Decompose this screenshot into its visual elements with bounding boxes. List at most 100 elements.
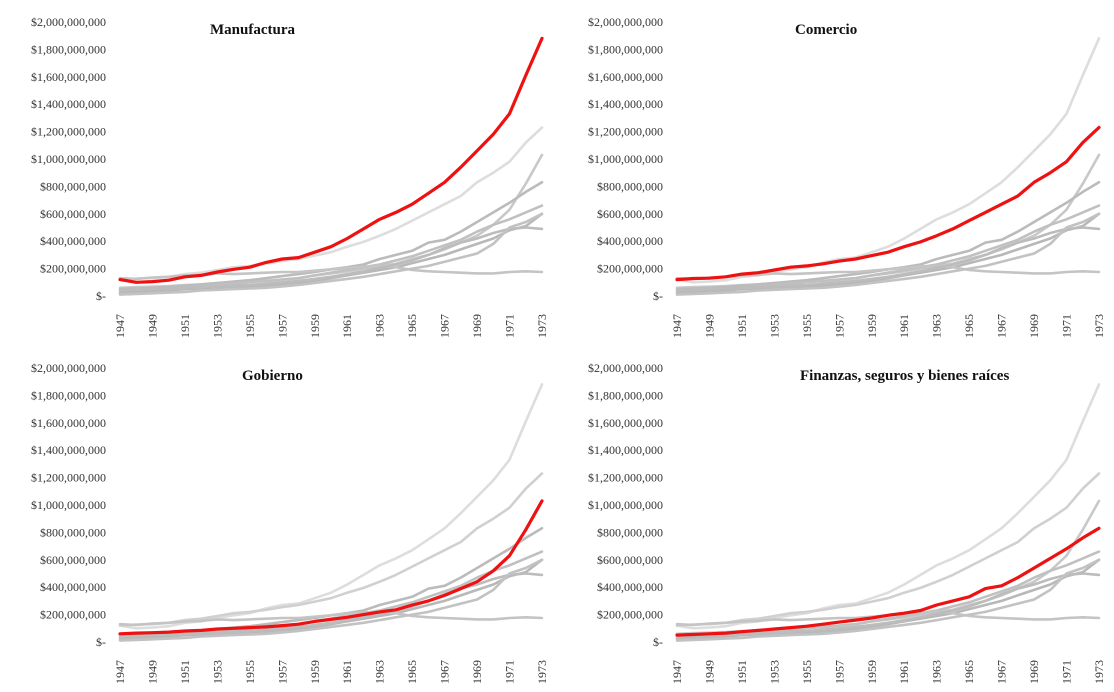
y-tick-label: $1,800,000,000: [31, 42, 106, 56]
series-line: [675, 572, 1101, 638]
highlighted-series-line: [675, 526, 1101, 637]
x-tick-label: 1961: [340, 314, 354, 338]
y-tick-label: $600,000,000: [40, 207, 106, 221]
series-line: [675, 212, 1101, 296]
x-tick-label: 1951: [735, 660, 749, 684]
x-tick-label: 1969: [470, 660, 484, 684]
x-tick-label: 1963: [373, 314, 387, 338]
x-tick-label: 1953: [767, 660, 781, 684]
line-chart: $2,000,000,000 $1,800,000,000 $1,600,000,0…: [31, 361, 549, 684]
x-tick-label: 1951: [735, 314, 749, 338]
x-tick-label: 1947: [670, 314, 684, 338]
y-tick-label: $1,000,000,000: [31, 498, 106, 512]
x-tick-label: 1957: [275, 660, 289, 684]
x-tick-label: 1965: [962, 660, 976, 684]
x-tick-label: 1953: [210, 660, 224, 684]
y-tick-label: $1,400,000,000: [588, 443, 663, 457]
x-tick-label: 1969: [1027, 314, 1041, 338]
x-tick-label: 1959: [865, 314, 879, 338]
x-tick-label: 1967: [438, 314, 452, 338]
chart-panel-manufactura: Manufactura $2,000,000,000 $1,800,000,000…: [0, 0, 557, 346]
series-line: [675, 383, 1101, 630]
x-tick-label: 1951: [178, 660, 192, 684]
x-tick-label: 1971: [503, 314, 517, 338]
series-line: [118, 558, 544, 641]
series-line: [675, 558, 1101, 642]
y-tick-label: $800,000,000: [40, 179, 106, 193]
y-tick-label: $200,000,000: [40, 262, 106, 276]
series-line: [118, 558, 544, 642]
x-tick-label: 1957: [275, 314, 289, 338]
series-line: [118, 226, 544, 292]
x-tick-label: 1971: [503, 660, 517, 684]
x-tick-label: 1951: [178, 314, 192, 338]
line-chart: $2,000,000,000 $1,800,000,000 $1,600,000,0…: [588, 361, 1106, 684]
x-tick-label: 1963: [373, 660, 387, 684]
y-tick-label: $-: [96, 635, 106, 649]
x-tick-label: 1969: [470, 314, 484, 338]
x-tick-label: 1963: [930, 660, 944, 684]
x-tick-label: 1973: [535, 660, 549, 684]
series-line: [675, 212, 1101, 295]
y-tick-label: $1,800,000,000: [31, 388, 106, 402]
highlighted-series-line: [675, 125, 1101, 282]
y-tick-label: $2,000,000,000: [588, 15, 663, 29]
y-tick-label: $800,000,000: [597, 525, 663, 539]
highlighted-series-line: [118, 36, 544, 284]
x-tick-label: 1953: [767, 314, 781, 338]
line-chart: $2,000,000,000 $1,800,000,000 $1,600,000,0…: [588, 15, 1106, 338]
y-tick-label: $2,000,000,000: [588, 361, 663, 375]
x-tick-label: 1967: [438, 660, 452, 684]
y-tick-label: $400,000,000: [597, 234, 663, 248]
y-tick-label: $1,600,000,000: [31, 416, 106, 430]
chart-panel-finanzas: Finanzas, seguros y bienes raíces $2,000…: [557, 346, 1114, 692]
x-tick-label: 1967: [995, 660, 1009, 684]
y-tick-label: $1,200,000,000: [31, 471, 106, 485]
x-tick-label: 1957: [832, 660, 846, 684]
chart-title: Comercio: [795, 22, 858, 38]
y-tick-label: $2,000,000,000: [31, 361, 106, 375]
y-tick-label: $1,200,000,000: [31, 125, 106, 139]
x-tick-label: 1965: [405, 314, 419, 338]
x-tick-label: 1949: [702, 660, 716, 684]
y-tick-label: $1,600,000,000: [588, 70, 663, 84]
chart-title: Finanzas, seguros y bienes raíces: [800, 368, 1010, 384]
y-tick-label: $800,000,000: [40, 525, 106, 539]
series-line: [118, 212, 544, 295]
x-tick-label: 1959: [865, 660, 879, 684]
x-tick-label: 1971: [1060, 660, 1074, 684]
y-tick-label: $200,000,000: [40, 608, 106, 622]
x-tick-label: 1949: [145, 660, 159, 684]
x-tick-label: 1967: [995, 314, 1009, 338]
chart-title: Gobierno: [242, 368, 303, 384]
y-tick-label: $200,000,000: [597, 608, 663, 622]
series-line: [118, 383, 544, 630]
x-tick-label: 1971: [1060, 314, 1074, 338]
chart-panel-gobierno: Gobierno $2,000,000,000 $1,800,000,000 $1,…: [0, 346, 557, 692]
y-tick-label: $-: [653, 635, 663, 649]
y-tick-label: $600,000,000: [40, 553, 106, 567]
series-line: [675, 37, 1101, 284]
chart-title: Manufactura: [210, 22, 295, 38]
y-tick-label: $400,000,000: [40, 234, 106, 248]
series-line: [118, 472, 544, 627]
y-tick-label: $1,600,000,000: [588, 416, 663, 430]
series-line: [675, 558, 1101, 641]
x-tick-label: 1947: [113, 314, 127, 338]
y-tick-label: $800,000,000: [597, 179, 663, 193]
series-line: [675, 472, 1101, 627]
x-tick-label: 1955: [243, 660, 257, 684]
chart-panel-comercio: Comercio $2,000,000,000 $1,800,000,000 $1,…: [557, 0, 1114, 346]
y-tick-label: $1,800,000,000: [588, 42, 663, 56]
x-tick-label: 1949: [702, 314, 716, 338]
y-tick-label: $600,000,000: [597, 553, 663, 567]
x-tick-label: 1955: [800, 314, 814, 338]
series-line: [118, 126, 544, 281]
y-tick-label: $1,400,000,000: [588, 97, 663, 111]
y-tick-label: $1,200,000,000: [588, 471, 663, 485]
y-tick-label: $1,800,000,000: [588, 388, 663, 402]
y-tick-label: $-: [653, 289, 663, 303]
x-tick-label: 1953: [210, 314, 224, 338]
x-tick-label: 1959: [308, 660, 322, 684]
y-tick-label: $1,600,000,000: [31, 70, 106, 84]
